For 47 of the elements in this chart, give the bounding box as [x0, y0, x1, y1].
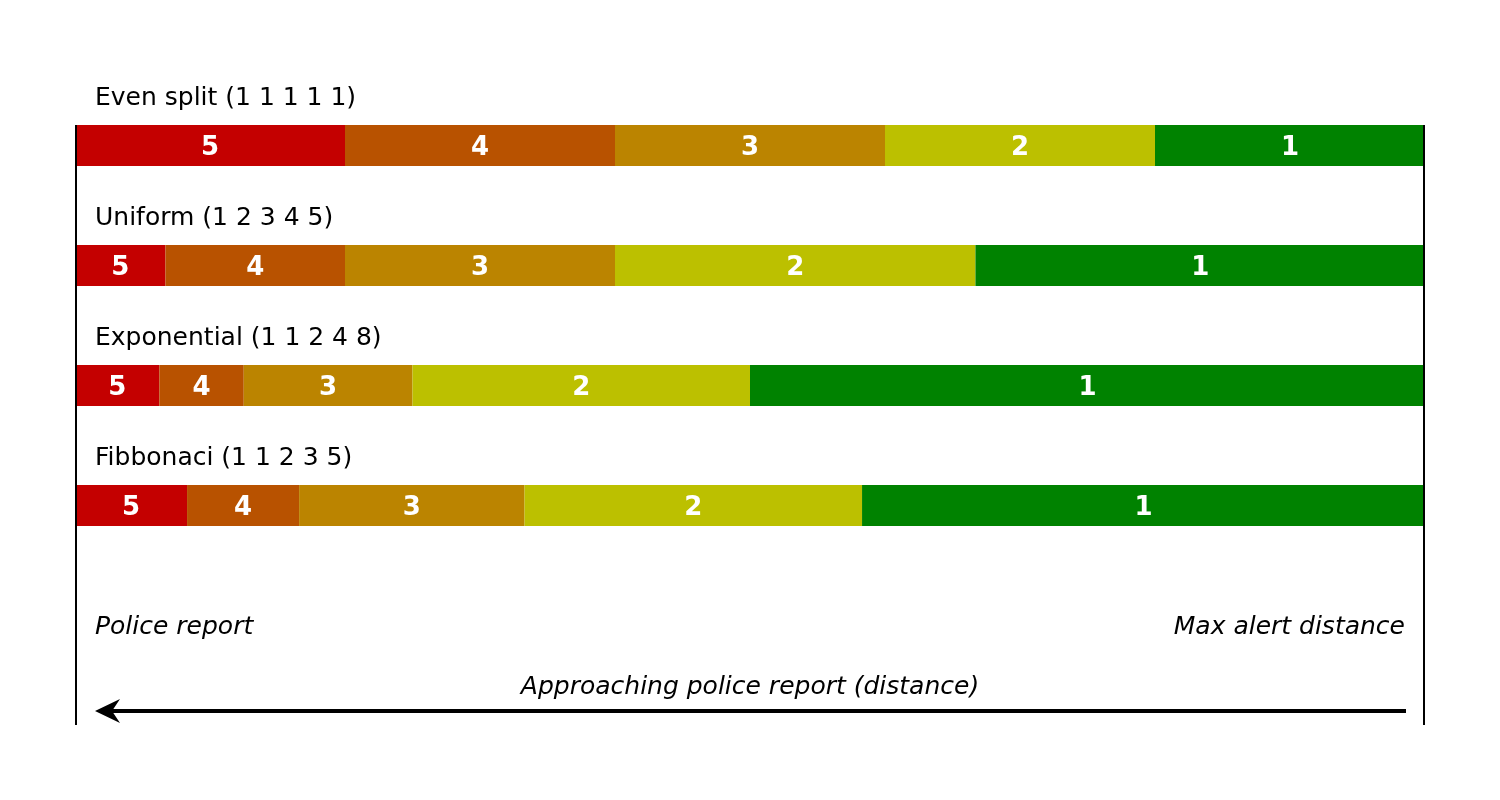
bar: [159, 365, 244, 406]
bar: [345, 245, 615, 286]
text: Max alert distance: [1173, 611, 1405, 640]
bar: [524, 485, 863, 526]
y-tick-label: Even split (1 1 1 1 1): [95, 82, 357, 111]
series-label: 4: [470, 130, 490, 161]
bar: [345, 125, 615, 166]
text: 4: [246, 250, 265, 281]
text: 5: [121, 490, 141, 521]
bar: [75, 125, 345, 166]
bar: [412, 365, 750, 406]
bar: [885, 125, 1155, 166]
series-label: 3: [740, 130, 760, 161]
bar: [243, 365, 413, 406]
text: 1: [1078, 370, 1097, 401]
series-label: 1: [1280, 130, 1300, 161]
text: 2: [572, 370, 591, 401]
text: 5: [108, 370, 127, 401]
text: 2: [786, 250, 805, 281]
y-tick-label: Exponential (1 1 2 4 8): [95, 322, 382, 351]
text: Approaching police report (distance): [518, 671, 980, 700]
bar: [75, 365, 160, 406]
text: 1: [1134, 490, 1153, 521]
text: 3: [402, 490, 421, 521]
text: 3: [319, 370, 338, 401]
bar: [187, 485, 300, 526]
bar: [165, 245, 345, 286]
text: 2: [684, 490, 703, 521]
text: 4: [234, 490, 253, 521]
bar: [75, 245, 166, 286]
text: Police report: [95, 611, 255, 640]
y-tick-label: Uniform (1 2 3 4 5): [95, 202, 334, 231]
bar: [615, 245, 976, 286]
bar: [750, 365, 1425, 406]
text: 1: [1191, 250, 1210, 281]
series-label: 2: [1010, 130, 1030, 161]
bar: [975, 245, 1425, 286]
series-label: 5: [200, 130, 220, 161]
bar: [1155, 125, 1425, 166]
bar: [615, 125, 885, 166]
bar: [299, 485, 525, 526]
text: 3: [470, 250, 490, 281]
bar: [862, 485, 1425, 526]
bar: [75, 485, 188, 526]
text: 5: [111, 250, 130, 281]
y-tick-label: Fibbonaci (1 1 2 3 5): [95, 442, 353, 471]
text: 4: [192, 370, 211, 401]
